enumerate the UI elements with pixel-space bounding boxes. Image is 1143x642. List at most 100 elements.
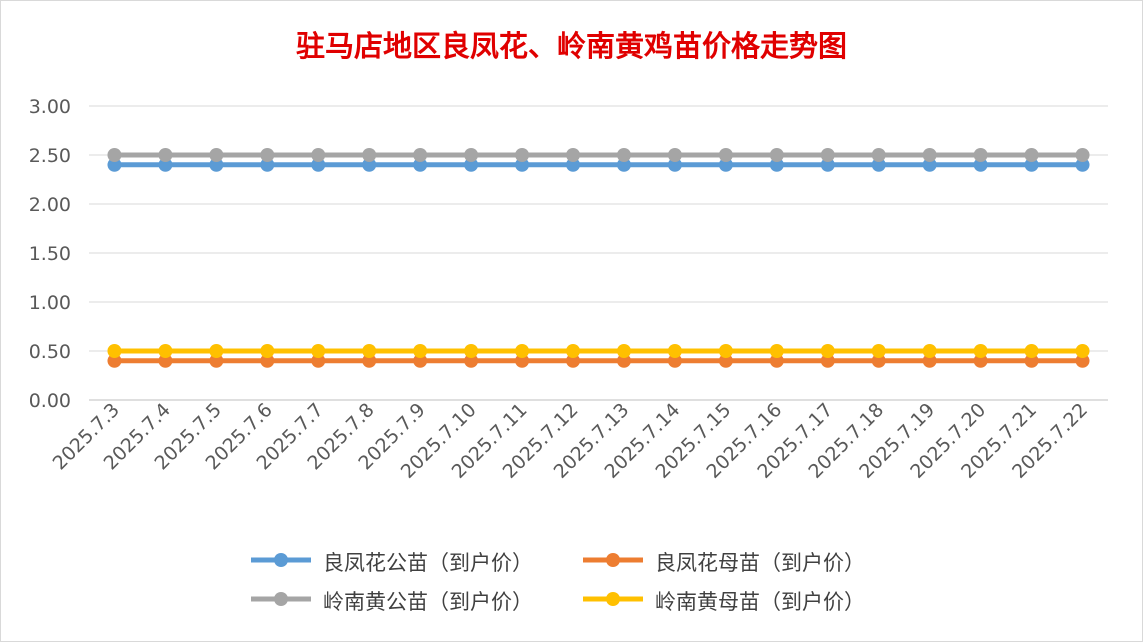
series-4 bbox=[107, 344, 1090, 358]
data-point bbox=[107, 148, 122, 162]
legend-label: 岭南黄公苗（到户价） bbox=[323, 590, 533, 614]
data-point bbox=[616, 148, 631, 162]
data-point bbox=[718, 344, 733, 358]
data-point bbox=[260, 353, 275, 368]
data-point bbox=[158, 157, 173, 172]
data-point bbox=[311, 344, 326, 358]
data-point bbox=[260, 344, 275, 358]
data-point bbox=[616, 344, 631, 358]
y-tick-label: 2.00 bbox=[29, 194, 71, 216]
data-point bbox=[616, 353, 631, 368]
legend-swatch bbox=[251, 592, 311, 606]
data-point bbox=[667, 148, 682, 162]
data-point bbox=[922, 353, 937, 368]
data-point bbox=[718, 157, 733, 172]
data-point bbox=[871, 157, 886, 172]
data-point bbox=[1024, 157, 1039, 172]
data-point bbox=[260, 157, 275, 172]
y-tick-label: 1.50 bbox=[29, 243, 71, 265]
gridlines bbox=[89, 105, 1108, 401]
data-point bbox=[209, 157, 224, 172]
legend-label: 良凤花公苗（到户价） bbox=[323, 551, 533, 575]
data-point bbox=[413, 344, 428, 358]
data-point bbox=[922, 157, 937, 172]
data-point bbox=[973, 353, 988, 368]
x-axis: 2025.7.32025.7.42025.7.52025.7.62025.7.7… bbox=[49, 399, 1092, 483]
data-point bbox=[311, 353, 326, 368]
data-point bbox=[871, 148, 886, 162]
data-point bbox=[311, 148, 326, 162]
data-point bbox=[107, 157, 122, 172]
legend-label: 岭南黄母苗（到户价） bbox=[655, 590, 865, 614]
data-point bbox=[973, 344, 988, 358]
data-point bbox=[260, 148, 275, 162]
data-point bbox=[566, 157, 581, 172]
data-point bbox=[1075, 148, 1090, 162]
y-tick-label: 3.00 bbox=[29, 96, 71, 118]
data-point bbox=[209, 148, 224, 162]
data-point bbox=[871, 344, 886, 358]
data-point bbox=[718, 353, 733, 368]
legend-swatch bbox=[583, 553, 643, 567]
data-point bbox=[413, 353, 428, 368]
y-tick-label: 1.00 bbox=[29, 292, 71, 314]
data-point bbox=[515, 344, 530, 358]
data-point bbox=[413, 148, 428, 162]
data-point bbox=[667, 353, 682, 368]
legend-swatch bbox=[251, 553, 311, 567]
data-point bbox=[464, 353, 479, 368]
data-point bbox=[820, 157, 835, 172]
data-point bbox=[769, 344, 784, 358]
legend-item: 良凤花母苗（到户价） bbox=[581, 546, 901, 576]
data-point bbox=[718, 148, 733, 162]
data-point bbox=[362, 148, 377, 162]
data-point bbox=[820, 353, 835, 368]
data-point bbox=[311, 157, 326, 172]
data-point bbox=[515, 353, 530, 368]
data-point bbox=[158, 353, 173, 368]
data-point bbox=[1075, 344, 1090, 358]
data-point bbox=[769, 148, 784, 162]
data-point bbox=[464, 157, 479, 172]
legend-item: 岭南黄母苗（到户价） bbox=[581, 585, 901, 615]
data-point bbox=[158, 344, 173, 358]
series-1 bbox=[107, 157, 1090, 172]
legend-item: 岭南黄公苗（到户价） bbox=[249, 585, 569, 615]
data-point bbox=[1024, 344, 1039, 358]
data-point bbox=[209, 353, 224, 368]
data-point bbox=[107, 344, 122, 358]
legend-swatch bbox=[583, 592, 643, 606]
series-3 bbox=[107, 148, 1090, 162]
data-point bbox=[667, 344, 682, 358]
y-tick-label: 0.00 bbox=[29, 390, 71, 412]
legend-label: 良凤花母苗（到户价） bbox=[655, 551, 865, 575]
data-point bbox=[209, 344, 224, 358]
data-point bbox=[566, 148, 581, 162]
data-point bbox=[362, 157, 377, 172]
data-point bbox=[871, 353, 886, 368]
data-point bbox=[616, 157, 631, 172]
data-point bbox=[413, 157, 428, 172]
data-point bbox=[1075, 157, 1090, 172]
data-point bbox=[464, 344, 479, 358]
data-point bbox=[922, 344, 937, 358]
data-point bbox=[464, 148, 479, 162]
data-point bbox=[362, 353, 377, 368]
series-lines bbox=[107, 148, 1090, 368]
data-point bbox=[566, 344, 581, 358]
y-axis: 0.00 0.50 1.00 1.50 2.00 2.50 3.00 bbox=[29, 96, 71, 412]
y-tick-label: 0.50 bbox=[29, 341, 71, 363]
data-point bbox=[769, 353, 784, 368]
data-point bbox=[973, 157, 988, 172]
data-point bbox=[667, 157, 682, 172]
data-point bbox=[515, 148, 530, 162]
data-point bbox=[107, 353, 122, 368]
y-tick-label: 2.50 bbox=[29, 145, 71, 167]
data-point bbox=[820, 148, 835, 162]
data-point bbox=[1075, 353, 1090, 368]
data-point bbox=[820, 344, 835, 358]
legend-item: 良凤花公苗（到户价） bbox=[249, 546, 569, 576]
series-2 bbox=[107, 353, 1090, 368]
